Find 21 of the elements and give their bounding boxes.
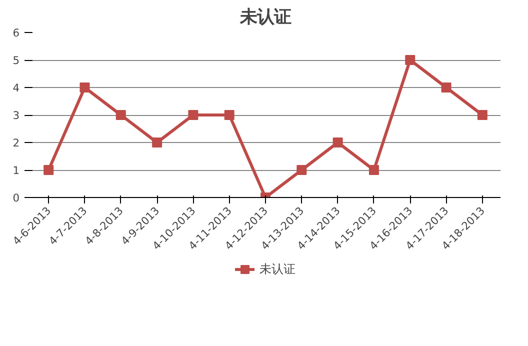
point (44, 165, 54, 175)
y-tick-label: 3 (12, 109, 20, 122)
point (116, 110, 126, 120)
chart-title: 未认证 (239, 8, 291, 28)
point (152, 138, 162, 148)
y-tick-label: 2 (12, 136, 20, 150)
point (441, 82, 452, 92)
y-tick-label: 5 (12, 54, 20, 67)
point (224, 110, 234, 120)
point (332, 138, 343, 148)
y-tick-label: 6 (12, 26, 20, 40)
point (368, 165, 379, 175)
y-tick-label: 0 (12, 192, 20, 204)
y-tick-label: 4 (12, 82, 20, 94)
legend-label: 未认证 (260, 260, 296, 278)
point (188, 110, 198, 120)
y-tick-label: 1 (12, 164, 20, 177)
point (477, 110, 488, 120)
point (296, 165, 307, 175)
point (80, 82, 90, 92)
point (405, 55, 416, 65)
